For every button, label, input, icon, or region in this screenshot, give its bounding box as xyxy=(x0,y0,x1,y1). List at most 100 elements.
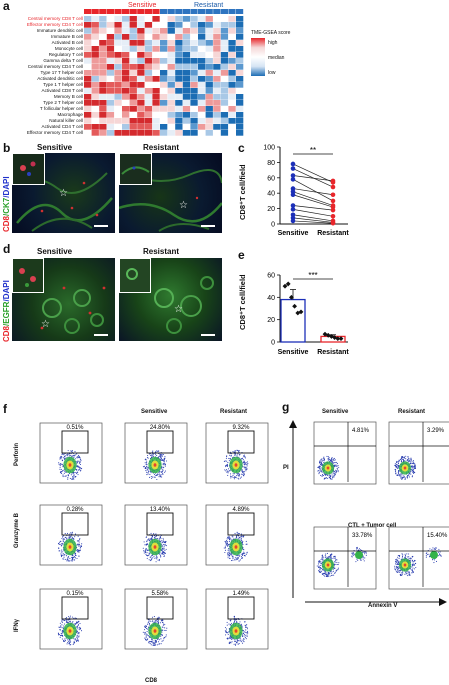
heatmap-cell xyxy=(84,76,92,82)
heatmap-cell xyxy=(167,124,175,130)
event-dot xyxy=(152,642,154,645)
event-dot xyxy=(338,467,340,469)
event-dot xyxy=(58,462,60,464)
plot-frame xyxy=(39,504,103,566)
event-dot xyxy=(406,573,408,575)
heatmap-cell xyxy=(122,34,130,40)
event-dot xyxy=(239,639,241,641)
event-dot xyxy=(75,469,78,471)
heatmap-cell xyxy=(144,22,153,28)
event-dot xyxy=(426,553,428,556)
heatmap-legend-title: TME-GSEA score xyxy=(251,30,291,36)
event-dot xyxy=(76,544,78,546)
event-dot xyxy=(236,641,238,643)
event-dot xyxy=(146,634,148,636)
event-dot xyxy=(396,567,398,569)
heatmap-cell xyxy=(129,46,137,52)
event-dot xyxy=(402,458,404,461)
event-dot xyxy=(320,461,322,464)
event-dot xyxy=(149,552,151,554)
event-dot xyxy=(74,639,76,641)
heatmap-cell xyxy=(160,52,168,58)
event-dot xyxy=(235,559,237,561)
heatmap-cell xyxy=(84,106,92,112)
event-dot xyxy=(396,460,398,463)
event-dot xyxy=(320,474,322,476)
event-dot xyxy=(226,621,228,623)
heatmap-cell xyxy=(182,70,191,76)
heatmap-cell xyxy=(205,22,213,28)
event-dot xyxy=(224,460,226,462)
heatmap-cell xyxy=(228,106,236,112)
event-dot xyxy=(337,465,339,467)
event-dot xyxy=(396,569,399,571)
event-dot xyxy=(155,533,157,535)
event-dot xyxy=(410,465,413,467)
data-point xyxy=(335,336,341,342)
event-dot xyxy=(75,555,77,557)
event-dot xyxy=(407,556,409,558)
event-dot xyxy=(397,568,399,570)
legend-low: low xyxy=(268,70,276,76)
event-dot xyxy=(146,536,148,538)
event-dot xyxy=(71,531,74,533)
event-dot xyxy=(327,477,329,479)
event-dot xyxy=(73,478,75,480)
heatmap-cell xyxy=(228,58,236,64)
panel-g-xlabel: Annexin V xyxy=(368,603,398,609)
event-dot xyxy=(148,626,150,628)
event-dot xyxy=(59,458,61,460)
event-dot xyxy=(351,552,353,554)
event-dot xyxy=(154,639,156,641)
event-dot xyxy=(157,620,159,622)
heatmap-cell xyxy=(84,46,92,52)
event-dot xyxy=(225,542,227,544)
plot-frame xyxy=(205,588,269,650)
event-dot xyxy=(401,557,403,559)
heatmap-cell xyxy=(220,16,229,22)
event-dot xyxy=(246,551,248,553)
event-dot xyxy=(330,556,332,558)
event-dot xyxy=(69,560,71,562)
event-dot xyxy=(160,556,162,558)
event-dot xyxy=(152,642,154,644)
event-dot xyxy=(162,624,164,626)
heatmap-cell xyxy=(198,64,206,70)
heatmap-cell xyxy=(144,118,153,124)
event-dot xyxy=(239,640,241,642)
event-dot xyxy=(319,468,321,470)
event-dot xyxy=(68,535,70,537)
data-point-sensitive xyxy=(290,207,296,212)
event-dot xyxy=(66,537,68,540)
event-dot xyxy=(147,454,149,457)
heatmap-cell xyxy=(198,106,206,112)
event-dot xyxy=(319,562,321,564)
event-dot xyxy=(147,621,149,623)
event-dot xyxy=(412,471,414,473)
event-dot xyxy=(407,475,409,477)
heatmap-cell xyxy=(167,76,175,82)
event-dot xyxy=(331,574,333,577)
event-dot xyxy=(411,564,413,566)
event-dot xyxy=(240,535,242,537)
event-dot xyxy=(147,539,149,541)
event-dot xyxy=(158,559,160,561)
event-dot xyxy=(408,460,410,462)
event-dot xyxy=(245,462,247,464)
event-dot xyxy=(71,536,73,538)
event-dot xyxy=(161,622,163,624)
event-dot xyxy=(60,455,62,457)
event-dot xyxy=(233,476,235,479)
event-dot xyxy=(411,462,413,465)
heatmap-cell xyxy=(205,94,213,100)
event-dot xyxy=(335,472,337,474)
heatmap-cell xyxy=(99,70,107,76)
event-dot xyxy=(157,641,160,643)
event-dot xyxy=(239,473,241,475)
heatmap-cell xyxy=(84,124,92,130)
event-dot xyxy=(407,456,409,458)
heatmap-row-label: Central memory CD8 T cell xyxy=(27,16,83,21)
plot-frame xyxy=(388,526,449,590)
event-dot xyxy=(76,640,78,642)
heatmap-cell xyxy=(99,40,107,46)
